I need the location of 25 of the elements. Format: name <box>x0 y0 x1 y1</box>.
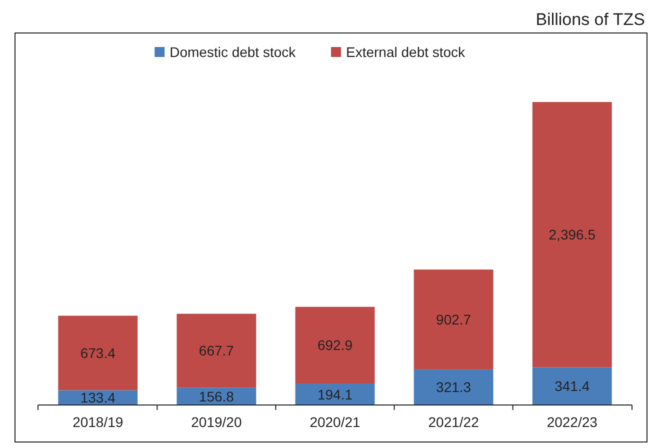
data-label: 692.9 <box>317 337 353 354</box>
legend-label: External debt stock <box>346 44 466 60</box>
x-tick-label: 2020/21 <box>310 414 361 430</box>
bar <box>58 316 138 390</box>
data-label: 902.7 <box>436 311 472 328</box>
data-label: 133.4 <box>80 390 116 406</box>
x-tick-label: 2018/19 <box>72 414 124 430</box>
data-label: 194.1 <box>317 386 353 402</box>
bar <box>532 367 612 405</box>
x-tick-label: 2019/20 <box>191 414 242 430</box>
bar <box>414 270 494 370</box>
legend-label: Domestic debt stock <box>170 44 297 60</box>
data-label: 321.3 <box>436 379 472 396</box>
data-label: 156.8 <box>198 388 234 404</box>
y-axis-title: Billions of TZS <box>536 10 645 29</box>
bar <box>176 314 256 388</box>
data-label: 673.4 <box>80 344 116 361</box>
data-label: 341.4 <box>554 378 590 394</box>
x-tick-label: 2022/23 <box>546 414 598 430</box>
bar <box>295 306 375 384</box>
bar <box>532 102 612 368</box>
x-tick-label: 2021/22 <box>428 414 480 430</box>
bar <box>414 369 494 405</box>
data-label: 2,396.5 <box>548 226 596 243</box>
data-label: 667.7 <box>198 342 234 359</box>
